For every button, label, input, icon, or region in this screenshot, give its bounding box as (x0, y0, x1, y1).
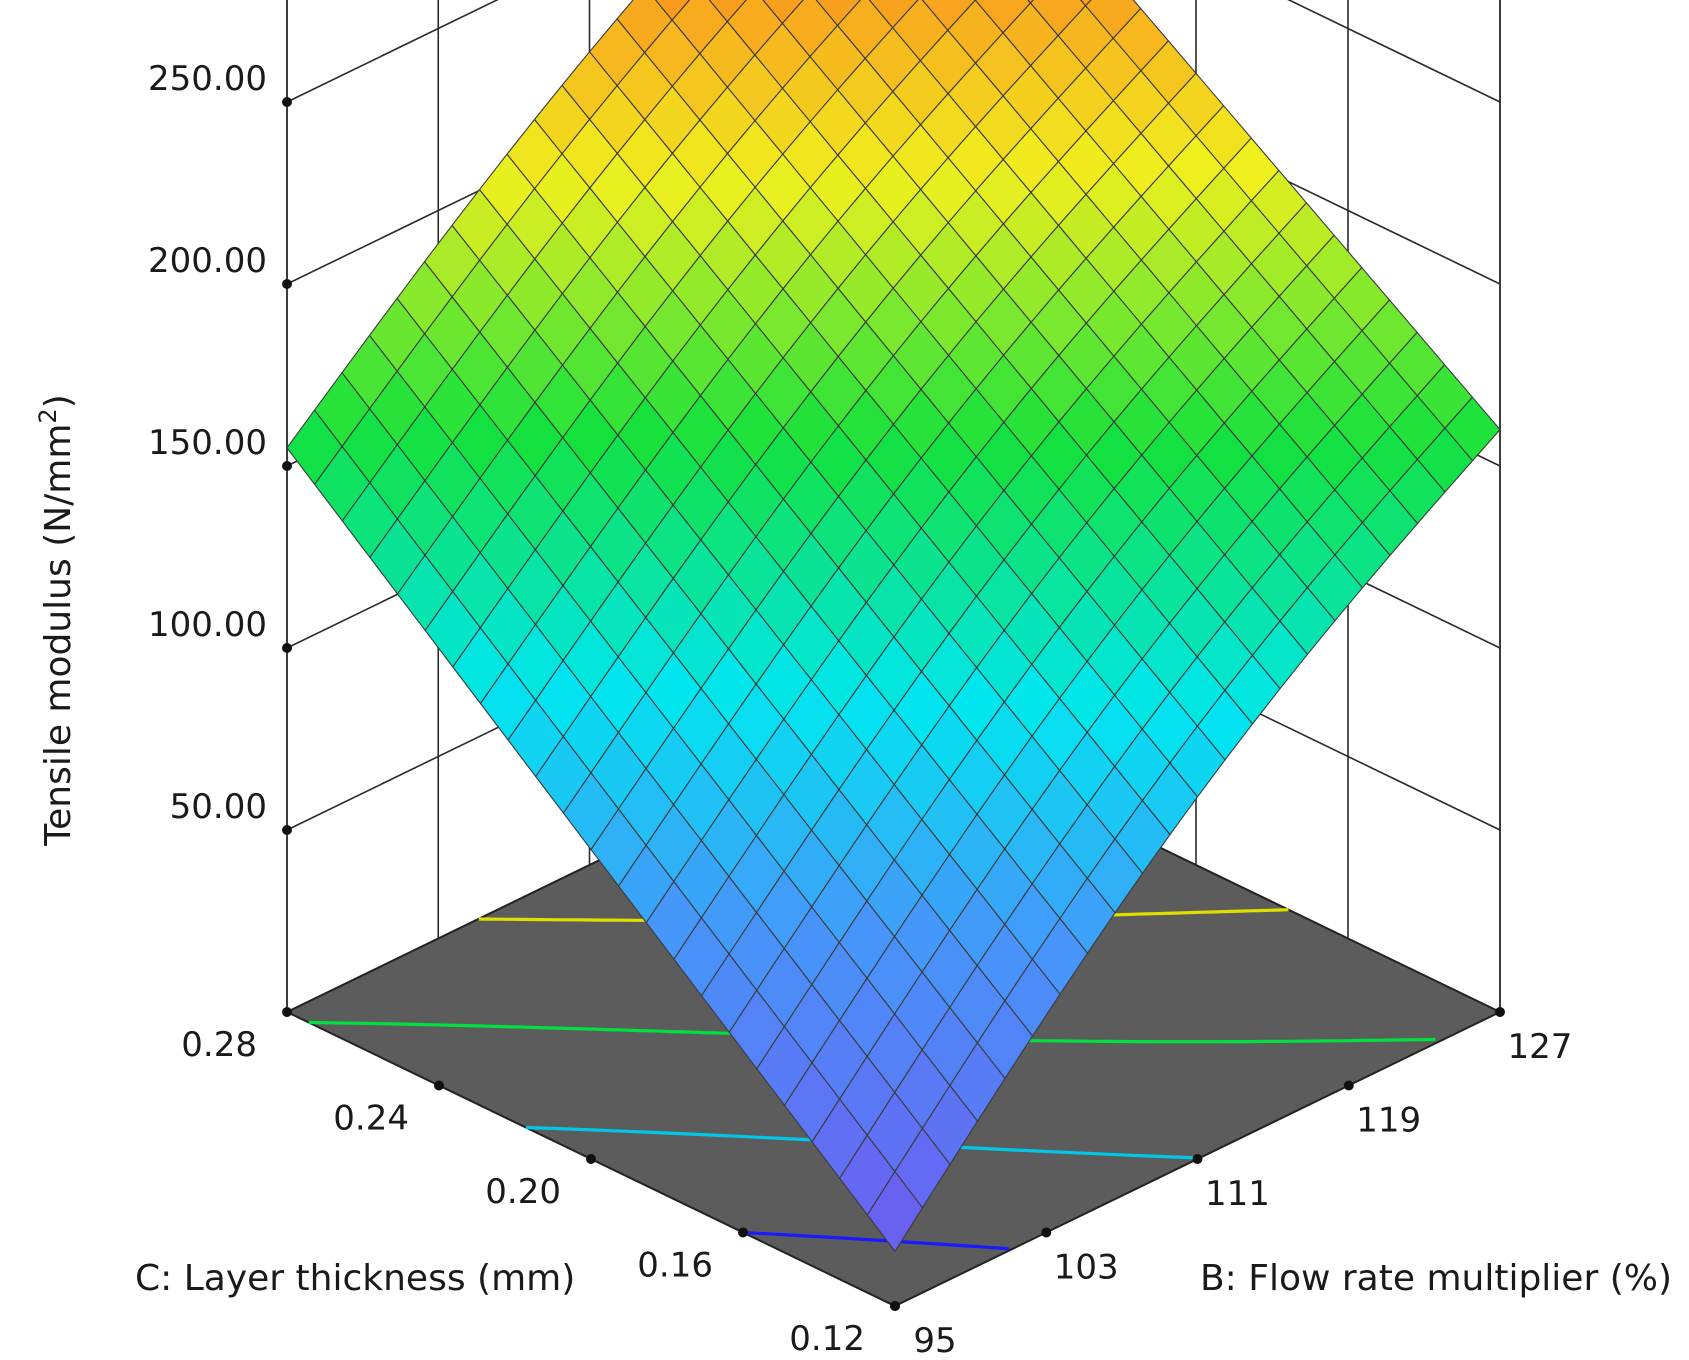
x-tick-mark (1495, 1007, 1505, 1017)
z-tick-mark (282, 279, 292, 289)
z-axis-title: Tensile modulus (N/mm2) (34, 394, 79, 847)
surface-facet (654, 0, 691, 21)
axes: 50.00100.00150.00200.00250.00300.0095103… (148, 59, 1573, 1360)
x-tick-mark (1343, 1080, 1354, 1091)
z-axis-title-sup: 2 (34, 408, 62, 423)
z-tick-label: 100.00 (148, 605, 267, 645)
x-tick-mark (1041, 1227, 1052, 1238)
z-tick-label: 200.00 (148, 241, 267, 281)
z-tick-mark (282, 461, 292, 471)
surface-facet (1079, 0, 1092, 7)
z-tick-label: 250.00 (148, 59, 267, 99)
x-tick-label: 111 (1205, 1174, 1270, 1214)
y-tick-mark (434, 1080, 444, 1091)
x-tick-label: 119 (1356, 1101, 1421, 1141)
y-tick-mark (586, 1154, 596, 1164)
wall-grid-hline (286, 0, 1501, 103)
z-tick-mark (282, 825, 292, 835)
x-tick-label: 127 (1508, 1027, 1573, 1067)
z-tick-label: 150.00 (148, 423, 267, 463)
x-tick-label: 95 (913, 1321, 956, 1360)
y-tick-label: 0.12 (789, 1319, 865, 1359)
z-tick-label: 50.00 (170, 787, 267, 827)
z-tick-mark (282, 97, 292, 107)
y-tick-label: 0.20 (485, 1172, 561, 1212)
y-tick-mark (890, 1301, 900, 1311)
surface-facet (866, 1171, 924, 1252)
x-axis-title: B: Flow rate multiplier (%) (1200, 1258, 1672, 1299)
x-tick-label: 103 (1054, 1248, 1119, 1288)
y-tick-mark (282, 1007, 292, 1017)
z-axis-title-main: Tensile modulus (N/mm (38, 424, 79, 847)
y-tick-label: 0.24 (333, 1099, 409, 1139)
y-tick-mark (738, 1227, 748, 1238)
y-tick-label: 0.28 (181, 1025, 257, 1065)
z-tick-mark (282, 643, 292, 653)
z-axis-title-end: ) (38, 394, 79, 408)
y-axis-title: C: Layer thickness (mm) (135, 1258, 575, 1299)
x-tick-mark (1192, 1154, 1203, 1164)
response-surface (286, 0, 1501, 1252)
y-tick-label: 0.16 (637, 1246, 713, 1286)
floor-contour-line (742, 1230, 1010, 1251)
